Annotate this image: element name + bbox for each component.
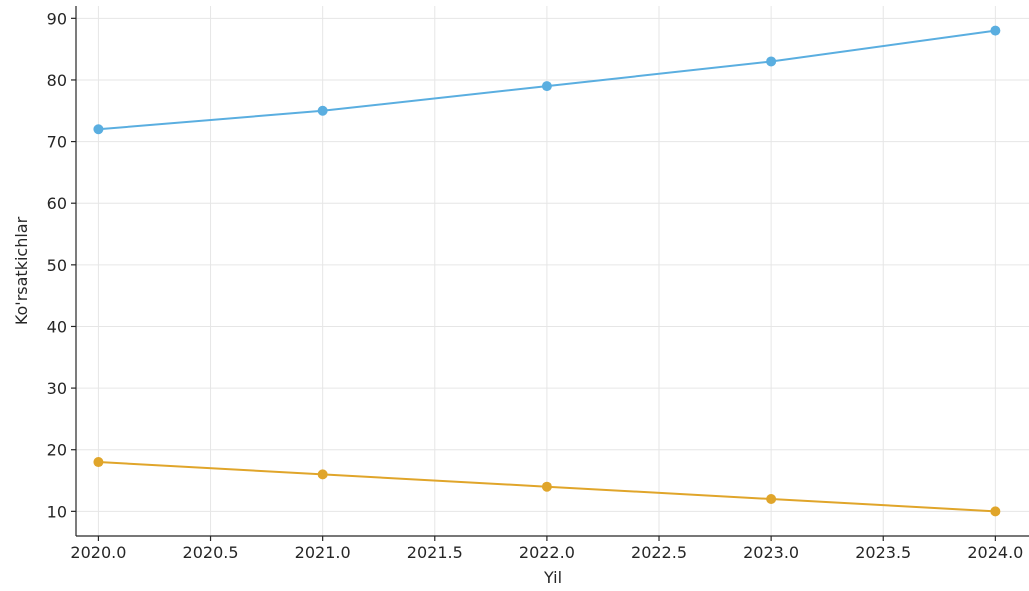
x-tick-label: 2023.0 bbox=[743, 543, 799, 562]
y-tick-label: 60 bbox=[47, 194, 67, 213]
data-point bbox=[317, 469, 328, 480]
y-tick-label: 20 bbox=[47, 441, 67, 460]
grid bbox=[76, 6, 1029, 536]
data-point bbox=[541, 81, 552, 92]
y-tick-label: 90 bbox=[47, 9, 67, 28]
x-tick-label: 2020.0 bbox=[70, 543, 126, 562]
x-tick-label: 2022.0 bbox=[519, 543, 575, 562]
y-tick-label: 10 bbox=[47, 502, 67, 521]
y-tick-label: 80 bbox=[47, 71, 67, 90]
data-point bbox=[93, 457, 104, 468]
x-tick-label: 2020.5 bbox=[183, 543, 239, 562]
x-tick-label: 2024.0 bbox=[967, 543, 1023, 562]
x-tick-label: 2022.5 bbox=[631, 543, 687, 562]
data-point bbox=[766, 56, 777, 67]
x-tick-label: 2021.0 bbox=[295, 543, 351, 562]
data-point bbox=[317, 105, 328, 116]
data-point bbox=[93, 124, 104, 135]
data-point bbox=[990, 25, 1001, 36]
y-axis-ticks: 10 20 30 40 50 60 70 80 90 bbox=[47, 9, 76, 521]
x-axis-label: Yil bbox=[543, 568, 562, 587]
series-1 bbox=[93, 457, 1001, 517]
series-layer bbox=[93, 25, 1001, 517]
x-tick-label: 2023.5 bbox=[855, 543, 911, 562]
x-tick-label: 2021.5 bbox=[407, 543, 463, 562]
y-axis-label: Ko'rsatkichlar bbox=[12, 216, 31, 325]
x-axis-ticks: 2020.0 2020.5 2021.0 2021.5 2022.0 2022.5 2023… bbox=[70, 536, 1023, 562]
y-tick-label: 40 bbox=[47, 317, 67, 336]
y-tick-label: 70 bbox=[47, 133, 67, 152]
axes bbox=[75, 6, 1029, 537]
y-tick-label: 50 bbox=[47, 256, 67, 275]
series-0 bbox=[93, 25, 1001, 135]
data-point bbox=[990, 506, 1001, 517]
data-point bbox=[766, 494, 777, 505]
y-tick-label: 30 bbox=[47, 379, 67, 398]
data-point bbox=[541, 481, 552, 492]
